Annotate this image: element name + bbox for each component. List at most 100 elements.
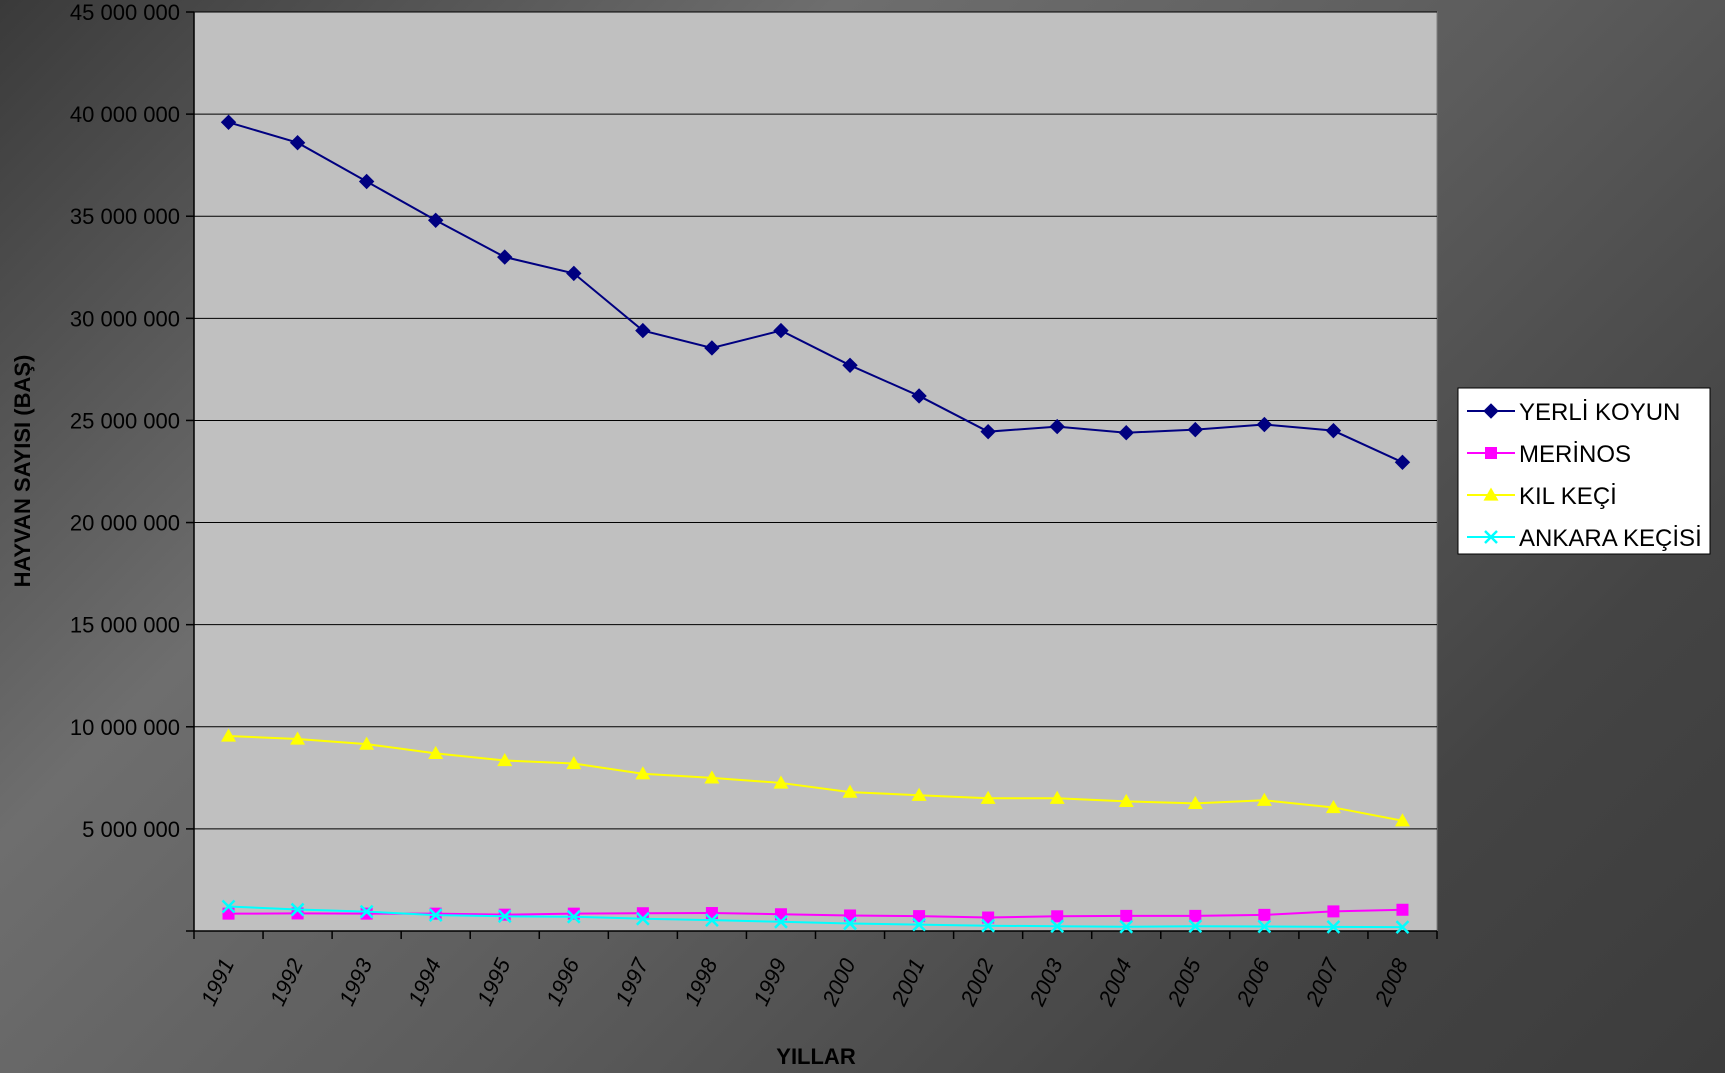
- series-1-point: [1394, 454, 1411, 471]
- series-4-point: [566, 909, 581, 924]
- series-1-point: [220, 114, 237, 130]
- series-4-point: [981, 918, 996, 933]
- series-1-point: [1325, 422, 1342, 439]
- series-4-point: [635, 911, 650, 926]
- x-tick-label: 1999: [748, 955, 791, 1010]
- legend-label: YERLİ KOYUN: [1519, 399, 1680, 426]
- series-1-point: [842, 357, 858, 374]
- series-3-point: [980, 790, 996, 804]
- legend: YERLİ KOYUN MERİNOS KIL KEÇİ ANKARA KEÇİSİ: [1457, 387, 1711, 555]
- series-4-point: [290, 902, 305, 917]
- series-4-point: [1119, 919, 1134, 934]
- series-1-point: [289, 134, 306, 151]
- x-tick-label: 1996: [541, 954, 585, 1010]
- y-tick-label: 10 000 000: [70, 715, 180, 740]
- series-1-point: [497, 249, 513, 265]
- y-tick-label: 15 000 000: [70, 613, 180, 638]
- series-3-point: [1325, 799, 1341, 814]
- y-tick-label: 5 000 000: [82, 817, 180, 842]
- x-tick-label: 2008: [1369, 954, 1413, 1011]
- series-3-point: [704, 770, 720, 784]
- series-4-point: [359, 904, 374, 919]
- series-3-point: [1394, 813, 1410, 827]
- legend-entry-2: MERİNOS: [1467, 441, 1631, 468]
- series-4-point: [221, 899, 236, 914]
- x-tick-label: 1995: [472, 954, 516, 1010]
- y-tick-label: 20 000 000: [70, 511, 180, 536]
- y-tick-label: 45 000 000: [70, 0, 180, 25]
- series-4-point: [843, 916, 857, 931]
- series-4-point: [428, 908, 443, 922]
- series-1: [220, 114, 1411, 471]
- series-3-point: [842, 784, 858, 798]
- series-1-point: [980, 423, 996, 440]
- series-1-point: [1049, 418, 1065, 435]
- plot-area: [193, 11, 1438, 932]
- series-2-point: [1120, 909, 1133, 922]
- series-1-point: [911, 388, 927, 404]
- series-2-point: [913, 910, 926, 923]
- series-4-point: [497, 909, 512, 924]
- series-1-point: [1187, 421, 1204, 438]
- x-tick-label: 1992: [265, 955, 308, 1010]
- series-1-point: [704, 340, 720, 356]
- series-3-point: [428, 745, 444, 759]
- x-tick-label: 1993: [334, 954, 378, 1010]
- x-tick-label: 2001: [886, 955, 930, 1011]
- x-tick-label: 2006: [1231, 954, 1275, 1011]
- y-tick-labels: 5 000 000 10 000 000 15 000 000 20 000 000 2…: [70, 0, 194, 932]
- legend-label: KIL KEÇİ: [1519, 483, 1617, 510]
- legend-box: [1457, 387, 1711, 555]
- x-tick-label: 1991: [196, 955, 239, 1010]
- legend-swatch-marker: [1484, 530, 1498, 544]
- series-1-line: [228, 121, 1403, 464]
- legend-swatch-marker: [1483, 487, 1499, 501]
- series-3-line: [228, 734, 1403, 822]
- series-1-point: [358, 173, 375, 190]
- series-1-point: [635, 322, 651, 339]
- legend-entry-4: ANKARA KEÇİSİ: [1467, 525, 1702, 552]
- series-2-point: [1189, 909, 1202, 922]
- series-1-point: [566, 265, 582, 282]
- series-3-point: [566, 756, 582, 770]
- x-tick-label: 2002: [955, 955, 999, 1011]
- series-2-point: [982, 911, 995, 924]
- series-group: [220, 114, 1411, 935]
- series-3-point: [221, 728, 237, 742]
- series-3-point: [1256, 792, 1272, 806]
- series-3-point: [497, 752, 513, 767]
- series-3-point: [290, 731, 306, 745]
- series-3-point: [911, 787, 927, 801]
- x-tick-label: 1998: [679, 954, 723, 1010]
- series-1-point: [1256, 416, 1273, 433]
- series-3-point: [1187, 795, 1203, 809]
- series-3-point: [635, 766, 651, 780]
- series-3: [221, 728, 1410, 827]
- y-tick-label: 40 000 000: [70, 102, 180, 127]
- series-3-point: [359, 736, 375, 750]
- series-3-point: [773, 775, 789, 789]
- series-4-point: [1395, 920, 1410, 935]
- x-tick-label: 1997: [610, 954, 654, 1010]
- legend-entry-1: YERLİ KOYUN: [1467, 399, 1680, 426]
- x-tick-label: 2003: [1024, 954, 1068, 1011]
- legend-swatch-marker: [1485, 447, 1497, 459]
- series-4-point: [774, 914, 788, 929]
- series-2-point: [1051, 910, 1064, 923]
- x-tick-label: 1994: [403, 955, 446, 1010]
- series-2-point: [1258, 908, 1271, 921]
- gridlines: [194, 11, 1437, 830]
- legend-label: ANKARA KEÇİSİ: [1519, 525, 1702, 552]
- series-3-point: [1049, 790, 1065, 804]
- x-tick-label: 2004: [1093, 955, 1137, 1011]
- series-1-point: [1118, 424, 1134, 441]
- legend-swatch-marker: [1483, 403, 1499, 419]
- series-4-point: [1050, 919, 1065, 934]
- series-4-point: [1257, 919, 1272, 934]
- x-tick-label: 2005: [1162, 954, 1206, 1011]
- series-2-point: [360, 907, 373, 920]
- y-tick-label: 25 000 000: [70, 408, 180, 433]
- series-2-point: [1396, 903, 1409, 916]
- legend-label: MERİNOS: [1519, 441, 1631, 468]
